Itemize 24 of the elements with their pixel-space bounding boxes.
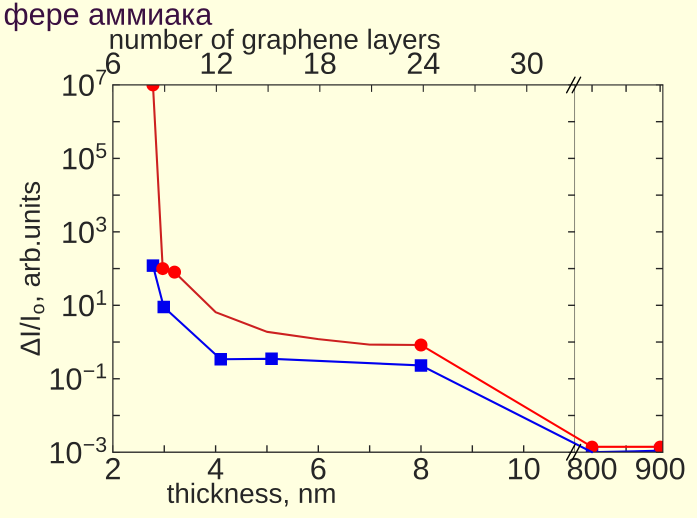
y-tick-label: 10$^{−1}$ [50,364,106,390]
y-tick-label: 10$^{5}$ [63,143,106,170]
x-tick-label: 10 [509,458,540,480]
y-axis-title: ΔI/I$_{o}$, arb.units [20,182,44,356]
point [414,338,428,352]
x2-tick-label: 6 [106,52,120,74]
y-tick-label: 10$^{−3}$ [50,437,106,464]
y-tick-label: 10$^{3}$ [63,216,106,244]
point [156,262,170,276]
point [414,359,428,372]
y-tick-label: 10$^{7}$ [63,70,106,96]
x-tick-label: 900 [636,458,684,480]
x-tick-label: 2 [106,458,120,480]
x-axis-title: thickness, nm [167,482,335,506]
x-tick-label: 800 [568,458,616,480]
x-tick-label: 6 [311,458,326,480]
point [214,352,227,366]
x-tick-label: 8 [414,458,428,480]
x2-tick-label: 30 [510,52,543,74]
y-tick-label: 10$^{1}$ [63,290,106,316]
point [157,300,170,314]
point [168,266,182,279]
point [265,352,278,366]
x-tick-label: 4 [208,458,224,480]
